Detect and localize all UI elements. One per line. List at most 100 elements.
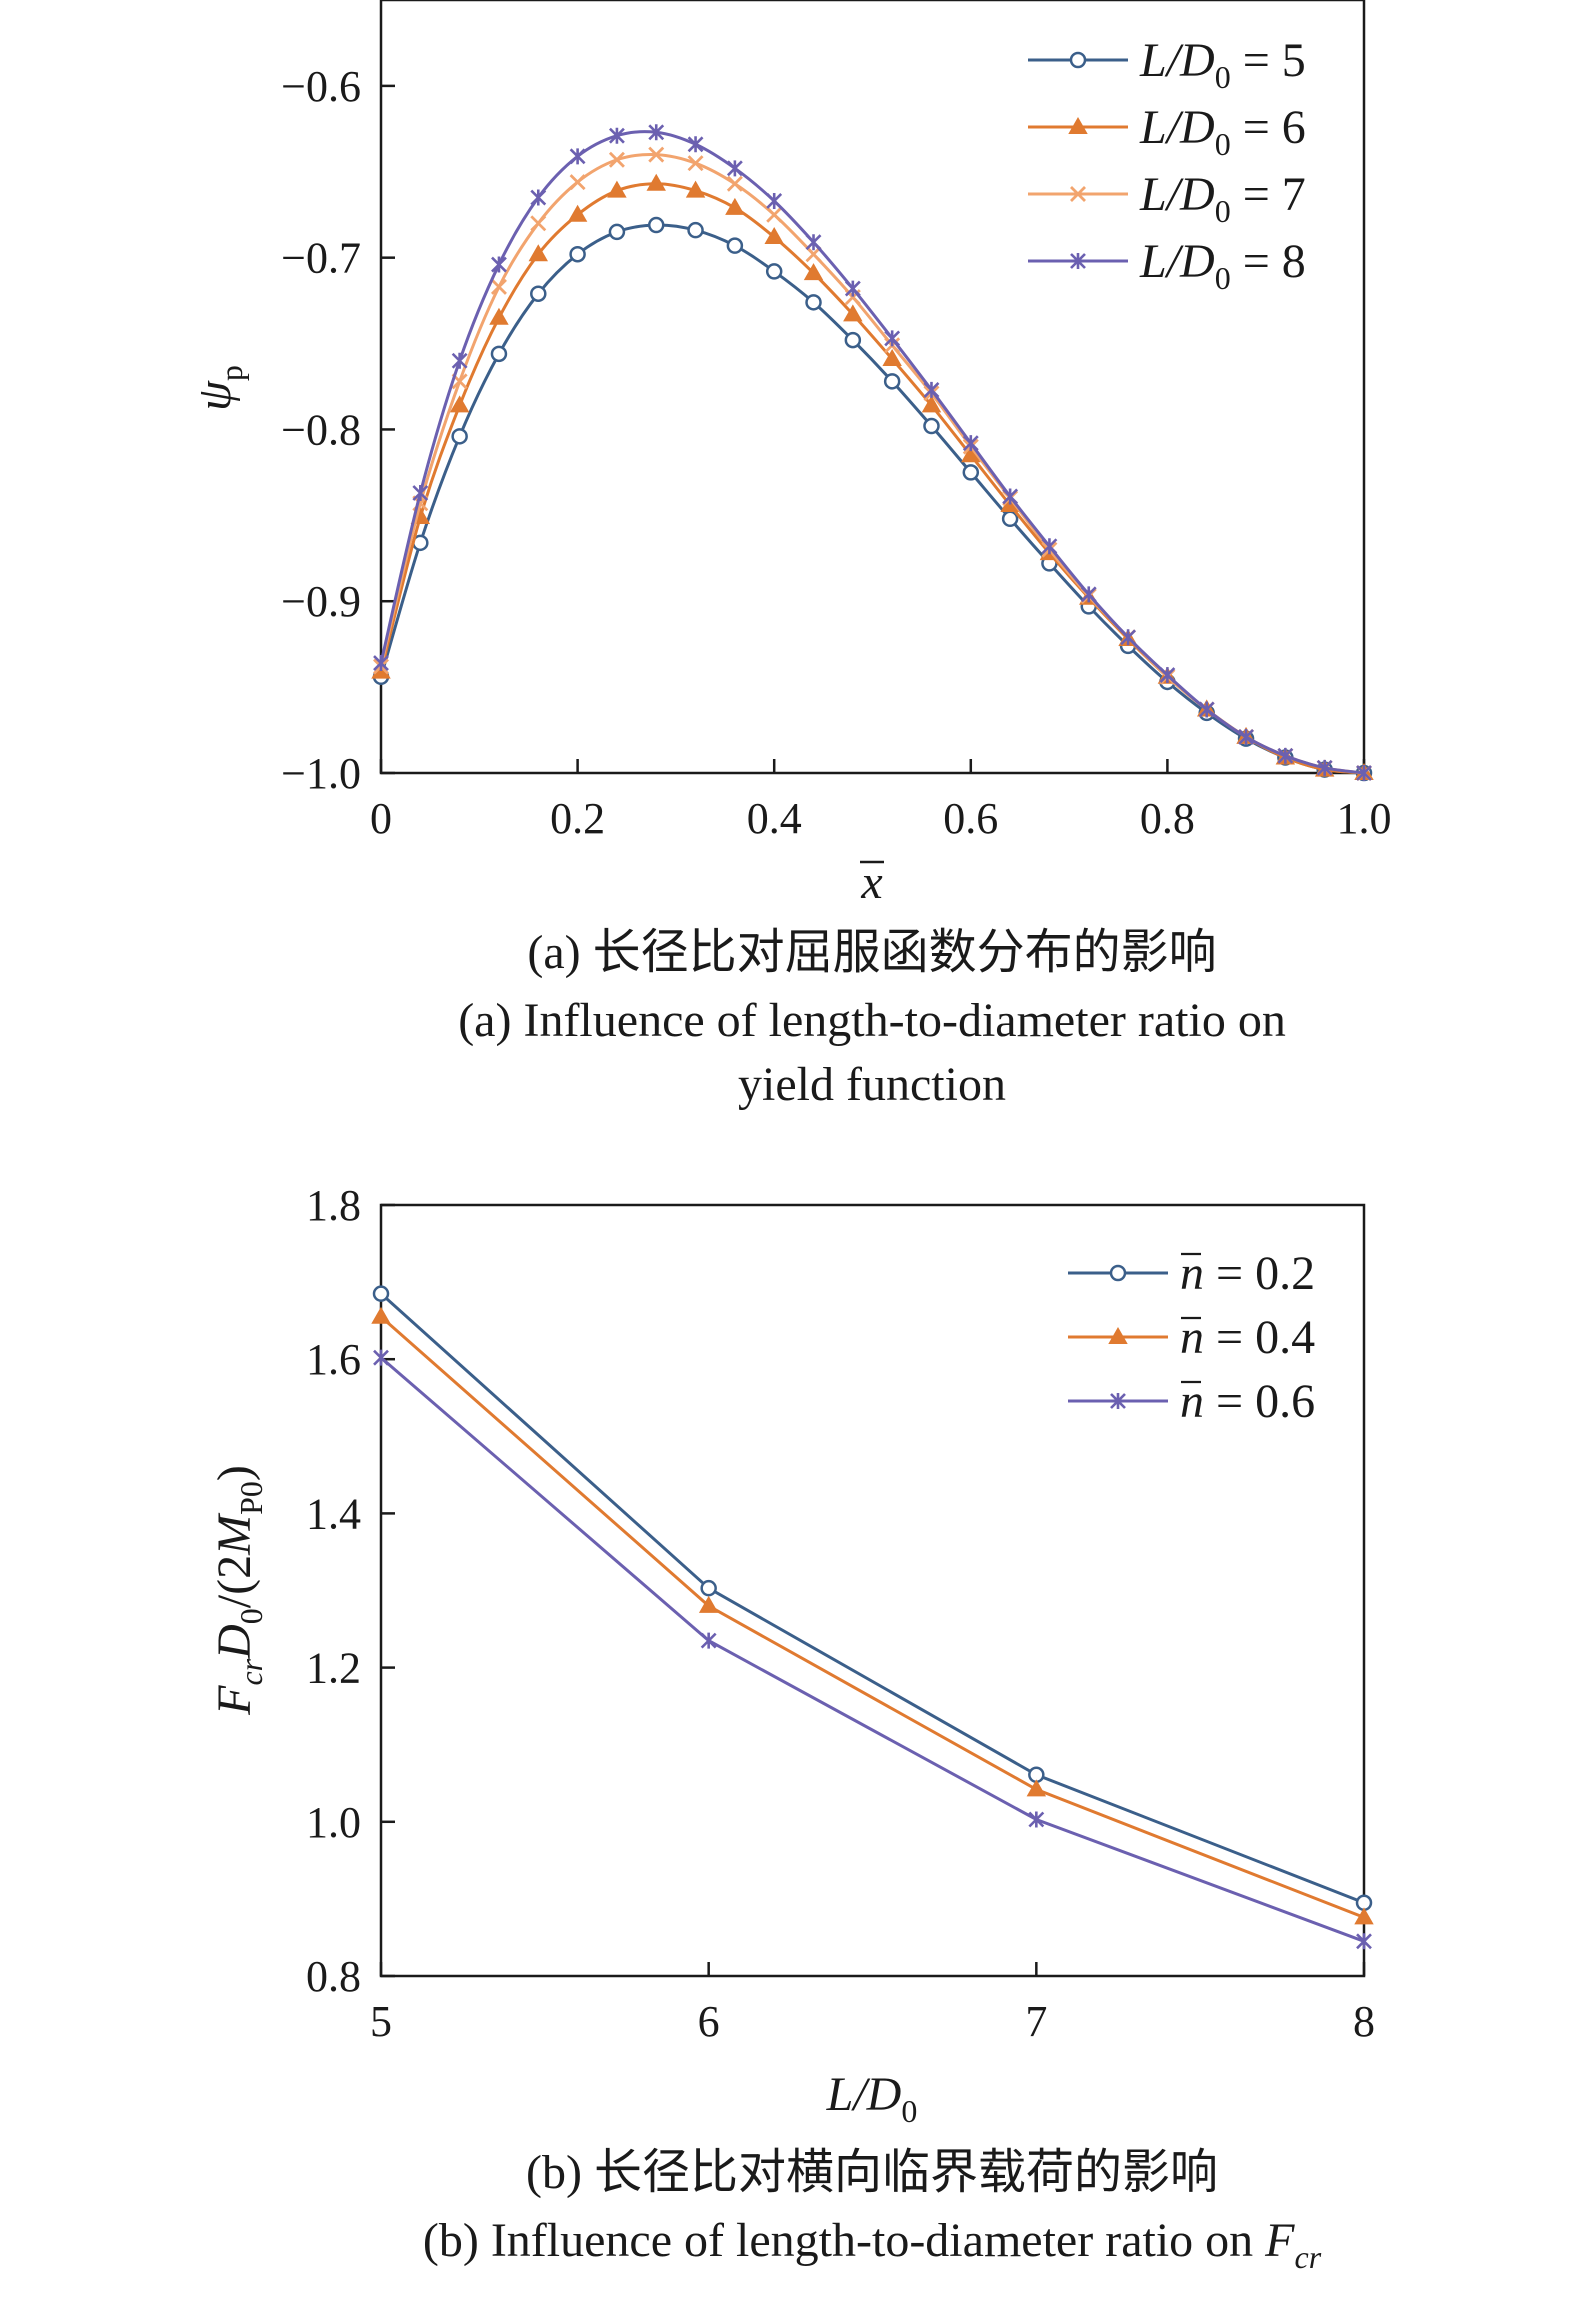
data-point	[607, 180, 627, 198]
data-point	[647, 216, 665, 234]
data-point	[371, 1306, 391, 1324]
series-line	[380, 1356, 1365, 1943]
data-point	[726, 175, 743, 192]
series-line	[379, 223, 1365, 775]
x-tick-label: 5	[370, 1997, 392, 2046]
legend-label: n = 0.6	[1180, 1375, 1315, 1428]
x-tick-label: 7	[1025, 1997, 1047, 2046]
series-3	[373, 146, 1372, 781]
data-point	[725, 197, 745, 215]
data-point	[1238, 728, 1254, 745]
chart-a-y-label-psi: ψ	[188, 380, 241, 411]
data-point	[1080, 586, 1097, 603]
data-point	[805, 294, 822, 311]
series-2	[371, 1306, 1374, 1925]
data-point	[530, 215, 547, 232]
data-point	[700, 1579, 717, 1597]
chart-b-x-label: L/D0	[826, 2068, 918, 2129]
x-tick-label: 0.8	[1140, 794, 1195, 843]
legend-marker	[1110, 1393, 1126, 1409]
data-point	[883, 373, 901, 390]
data-point	[764, 227, 784, 245]
legend-label: L/D0 = 7	[1139, 168, 1306, 229]
x-tick-label: 6	[698, 1997, 720, 2046]
data-point	[528, 244, 549, 262]
chart-a-y-label-sub: p	[213, 365, 249, 381]
legend-item-3: n = 0.6	[1068, 1375, 1315, 1428]
data-point	[608, 223, 626, 241]
legend-marker	[1068, 116, 1088, 134]
data-point	[1001, 510, 1019, 528]
data-point	[451, 428, 468, 445]
chart-b-y-label: FcrD0/(2MP0)	[208, 1465, 269, 1716]
y-tick-label: 1.0	[306, 1798, 361, 1847]
data-point	[803, 263, 824, 281]
data-point	[700, 1632, 717, 1649]
data-point	[726, 237, 744, 254]
caption-a-en-line2: yield function	[738, 1058, 1006, 1111]
chart-a-series	[371, 124, 1374, 782]
y-tick-label: 1.2	[306, 1644, 361, 1693]
series-4	[373, 124, 1372, 781]
data-point	[646, 173, 666, 191]
legend-item-2: L/D0 = 6	[1028, 101, 1306, 162]
data-point	[451, 352, 468, 369]
data-point	[1041, 538, 1058, 555]
caption-a-cn: (a) 长径比对屈服函数分布的影响	[527, 926, 1216, 979]
data-point	[687, 155, 704, 172]
chart-b-plot-frame	[379, 1203, 1366, 1978]
data-point	[567, 204, 588, 222]
data-point	[698, 1595, 719, 1613]
data-point	[1120, 629, 1136, 646]
data-point	[1028, 1811, 1045, 1828]
x-tick-label: 1.0	[1337, 794, 1392, 843]
y-tick-label: −0.6	[281, 62, 361, 111]
data-point	[490, 278, 507, 295]
data-point	[687, 136, 704, 153]
legend-label: L/D0 = 8	[1139, 235, 1306, 296]
x-tick-label: 0	[370, 794, 392, 843]
data-point	[962, 464, 980, 481]
series-line	[379, 152, 1365, 775]
data-point	[569, 148, 586, 165]
y-tick-label: 1.4	[306, 1489, 361, 1538]
data-point	[765, 263, 783, 280]
data-point	[608, 151, 625, 168]
y-tick-label: −0.7	[281, 234, 361, 283]
data-point	[530, 285, 547, 302]
chart-a-x-label: x	[860, 856, 882, 909]
data-point	[530, 189, 547, 206]
x-tick-label: 0.4	[747, 794, 802, 843]
data-point	[1277, 747, 1294, 764]
data-point	[766, 206, 783, 223]
data-point	[569, 245, 586, 263]
data-point	[923, 381, 940, 398]
legend-marker	[1070, 253, 1086, 269]
chart-a-legend: L/D0 = 5L/D0 = 6L/D0 = 7L/D0 = 8	[1028, 34, 1306, 296]
caption-b-en: (b) Influence of length-to-diameter rati…	[423, 2214, 1322, 2275]
legend-item-2: n = 0.4	[1068, 1311, 1315, 1364]
legend-marker	[1070, 186, 1086, 202]
x-tick-label: 8	[1353, 1997, 1375, 2046]
series-1	[372, 216, 1373, 782]
legend-item-1: L/D0 = 5	[1028, 34, 1306, 95]
data-point	[648, 146, 665, 163]
legend-item-1: n = 0.2	[1068, 1247, 1315, 1300]
chart-a-y-label: ψp	[188, 365, 249, 411]
x-tick-label: 0.2	[550, 794, 605, 843]
data-point	[569, 174, 586, 191]
data-point	[884, 330, 901, 347]
data-point	[489, 307, 509, 325]
data-point	[843, 304, 863, 322]
legend-marker	[1109, 1264, 1127, 1282]
y-tick-label: 1.6	[306, 1335, 361, 1384]
data-point	[490, 345, 508, 363]
data-point	[844, 331, 862, 349]
data-point	[491, 256, 507, 273]
data-point	[373, 655, 389, 672]
svg-text:FcrD0/(2MP0): FcrD0/(2MP0)	[208, 1465, 269, 1716]
data-point	[1198, 701, 1215, 718]
chart-b: 5 6 7 80.81.01.21.41.61.8 n = 0.2n = 0.4n =…	[208, 1181, 1375, 2275]
data-point	[1316, 759, 1333, 776]
